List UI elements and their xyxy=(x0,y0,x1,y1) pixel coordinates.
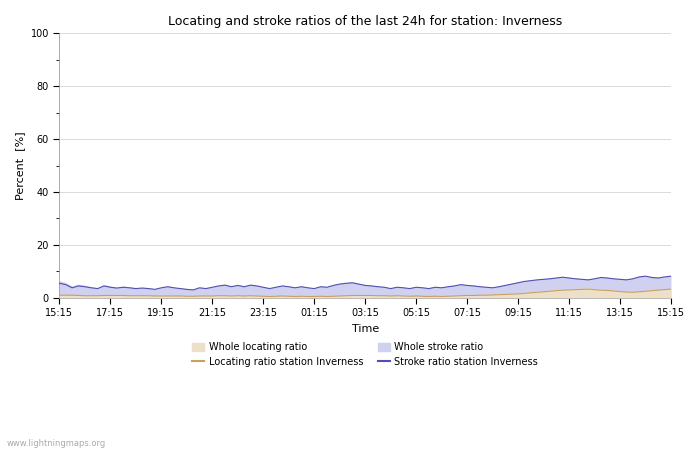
X-axis label: Time: Time xyxy=(351,324,379,334)
Legend: Whole locating ratio, Locating ratio station Inverness, Whole stroke ratio, Stro: Whole locating ratio, Locating ratio sta… xyxy=(193,342,538,367)
Text: www.lightningmaps.org: www.lightningmaps.org xyxy=(7,439,106,448)
Y-axis label: Percent  [%]: Percent [%] xyxy=(15,131,25,200)
Title: Locating and stroke ratios of the last 24h for station: Inverness: Locating and stroke ratios of the last 2… xyxy=(168,15,562,28)
